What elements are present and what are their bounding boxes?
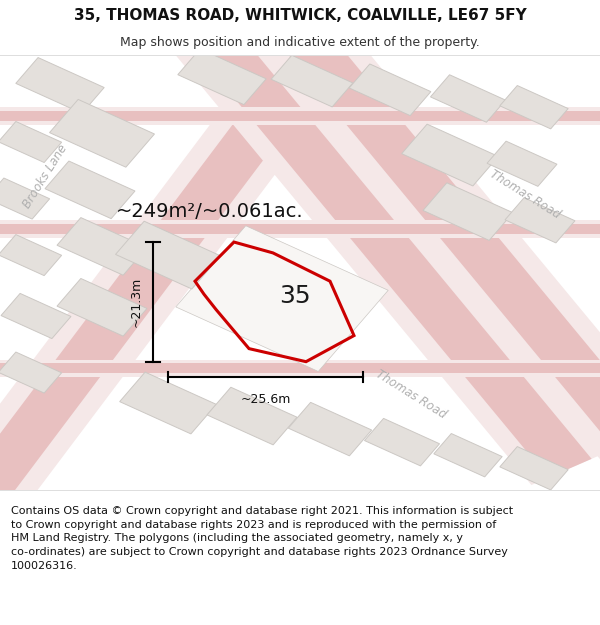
Polygon shape <box>278 24 600 478</box>
Text: Brooks Lane: Brooks Lane <box>20 142 70 211</box>
Text: Contains OS data © Crown copyright and database right 2021. This information is : Contains OS data © Crown copyright and d… <box>11 506 513 571</box>
Polygon shape <box>0 352 62 393</box>
Polygon shape <box>0 107 600 124</box>
Polygon shape <box>207 388 297 445</box>
Polygon shape <box>0 224 600 234</box>
Polygon shape <box>57 217 147 275</box>
Polygon shape <box>0 111 600 121</box>
Polygon shape <box>0 220 600 238</box>
Polygon shape <box>401 124 499 186</box>
Text: Thomas Road: Thomas Road <box>373 368 449 421</box>
Polygon shape <box>50 99 154 168</box>
Polygon shape <box>0 178 50 219</box>
Polygon shape <box>0 234 62 276</box>
Polygon shape <box>0 359 600 377</box>
Polygon shape <box>176 226 388 371</box>
Polygon shape <box>45 161 135 219</box>
Text: 35, THOMAS ROAD, WHITWICK, COALVILLE, LE67 5FY: 35, THOMAS ROAD, WHITWICK, COALVILLE, LE… <box>74 8 526 23</box>
Polygon shape <box>188 24 592 478</box>
Polygon shape <box>289 402 371 456</box>
Polygon shape <box>0 363 600 373</box>
Text: Thomas Road: Thomas Road <box>487 168 563 221</box>
Polygon shape <box>487 141 557 186</box>
Polygon shape <box>57 279 147 336</box>
Text: 35: 35 <box>280 284 311 308</box>
Text: ~249m²/~0.061ac.: ~249m²/~0.061ac. <box>116 202 304 221</box>
Polygon shape <box>271 55 353 107</box>
Text: ~21.3m: ~21.3m <box>129 277 142 327</box>
Polygon shape <box>119 372 217 434</box>
Polygon shape <box>178 49 266 104</box>
Polygon shape <box>500 86 568 129</box>
Text: ~25.6m: ~25.6m <box>241 393 290 406</box>
Polygon shape <box>505 198 575 243</box>
Polygon shape <box>500 447 568 490</box>
Polygon shape <box>0 121 62 162</box>
Polygon shape <box>16 58 104 113</box>
Polygon shape <box>172 16 600 485</box>
Polygon shape <box>0 24 352 521</box>
Polygon shape <box>349 64 431 116</box>
Polygon shape <box>434 434 502 477</box>
Polygon shape <box>262 16 600 485</box>
Polygon shape <box>0 18 370 528</box>
Text: Map shows position and indicative extent of the property.: Map shows position and indicative extent… <box>120 36 480 49</box>
Polygon shape <box>430 75 506 122</box>
Polygon shape <box>364 418 440 466</box>
Polygon shape <box>1 293 71 339</box>
Polygon shape <box>423 182 513 241</box>
Polygon shape <box>116 221 220 289</box>
